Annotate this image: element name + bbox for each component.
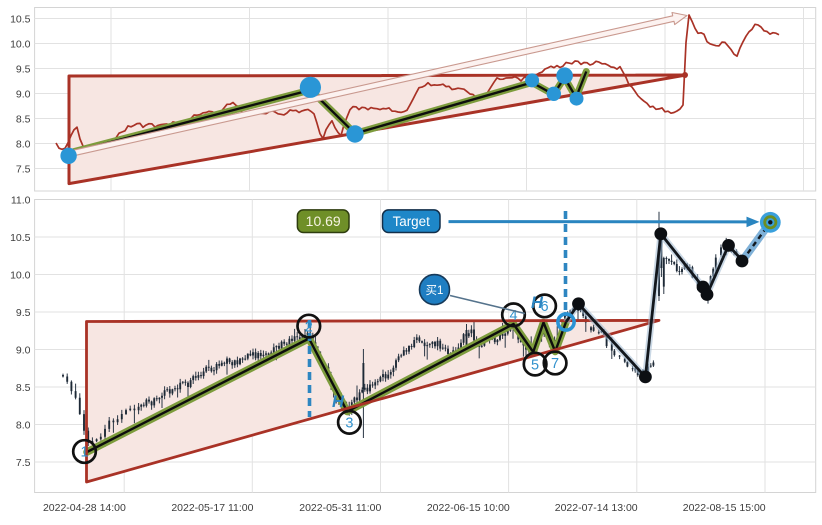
- svg-text:10.0: 10.0: [10, 269, 31, 281]
- svg-text:7: 7: [551, 356, 559, 372]
- svg-text:8.5: 8.5: [16, 113, 31, 125]
- svg-text:H: H: [531, 294, 544, 312]
- svg-text:9.5: 9.5: [16, 307, 31, 319]
- svg-text:9.0: 9.0: [16, 88, 31, 100]
- svg-text:1: 1: [80, 445, 88, 461]
- svg-text:2: 2: [305, 319, 313, 335]
- svg-text:11.0: 11.0: [11, 194, 31, 206]
- svg-text:2022-08-15 15:00: 2022-08-15 15:00: [683, 502, 766, 514]
- svg-text:10.0: 10.0: [10, 38, 31, 50]
- svg-text:2022-05-31 11:00: 2022-05-31 11:00: [299, 502, 381, 514]
- svg-text:2022-05-17 11:00: 2022-05-17 11:00: [171, 502, 253, 514]
- svg-text:10.5: 10.5: [10, 232, 31, 244]
- svg-text:8.0: 8.0: [16, 138, 31, 150]
- svg-text:7.5: 7.5: [16, 163, 31, 175]
- svg-text:10.69: 10.69: [306, 213, 341, 229]
- svg-text:9.5: 9.5: [16, 63, 31, 75]
- svg-text:9.0: 9.0: [16, 344, 31, 356]
- svg-text:买1: 买1: [426, 284, 444, 297]
- svg-text:2022-04-28 14:00: 2022-04-28 14:00: [43, 502, 126, 514]
- svg-text:Target: Target: [393, 214, 430, 229]
- svg-text:2022-07-14 13:00: 2022-07-14 13:00: [555, 502, 638, 514]
- svg-text:7.5: 7.5: [16, 457, 31, 469]
- svg-text:8.0: 8.0: [16, 419, 31, 431]
- svg-text:3: 3: [345, 416, 353, 432]
- svg-text:8.5: 8.5: [16, 382, 31, 394]
- svg-text:H: H: [332, 393, 345, 411]
- svg-text:10.5: 10.5: [10, 13, 31, 25]
- svg-text:2022-06-15 10:00: 2022-06-15 10:00: [427, 502, 510, 514]
- svg-text:5: 5: [531, 357, 539, 373]
